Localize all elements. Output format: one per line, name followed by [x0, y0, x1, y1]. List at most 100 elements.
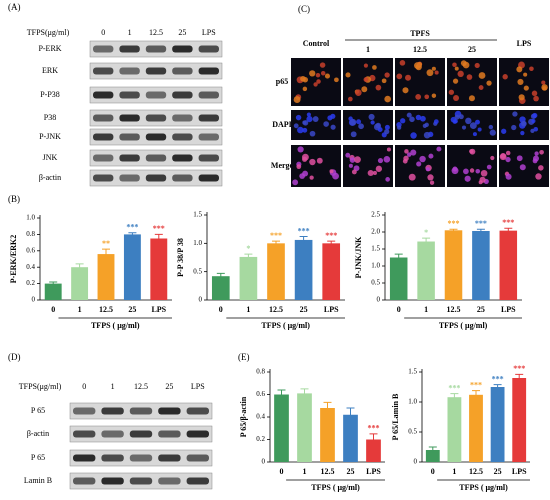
blot-band: [101, 407, 124, 415]
row-label: P-ERK: [38, 44, 61, 53]
lane-label: 12.5: [134, 382, 148, 391]
cell: [351, 169, 357, 175]
cell: [460, 60, 467, 67]
bar: [389, 257, 408, 300]
y-tick-label: 1.0: [408, 398, 417, 406]
lane-label: 12.5: [149, 28, 163, 37]
cell: [358, 123, 364, 130]
y-tick-label: 0: [199, 296, 203, 304]
blot-band: [172, 174, 193, 182]
cell: [297, 146, 304, 153]
error-bar: [504, 227, 513, 234]
x-tick-label: 0: [280, 467, 284, 476]
cell: [377, 127, 383, 132]
row-label: β-actin: [27, 429, 49, 438]
cell: [477, 127, 482, 132]
blot-band: [145, 133, 167, 141]
cell: [397, 125, 402, 130]
x-tick-label: 12.5: [447, 305, 461, 314]
cell: [448, 89, 455, 95]
cell: [399, 60, 406, 66]
bar: [239, 256, 258, 300]
cell: [431, 93, 437, 98]
error-bar: [154, 233, 163, 243]
blot-band: [129, 454, 153, 462]
cell: [375, 122, 382, 129]
x-axis-label: TFPS ( μg/ml): [439, 321, 488, 330]
y-tick-label: 1.0: [193, 239, 202, 247]
y-axis-label: P-JNK/JNK: [354, 236, 363, 279]
cell: [415, 114, 422, 121]
cell: [452, 62, 457, 68]
cell: [402, 87, 409, 94]
cell: [486, 80, 492, 86]
blot-band: [119, 174, 140, 182]
error-bar: [102, 248, 110, 259]
blot-band: [101, 477, 124, 485]
blot-band: [172, 154, 193, 162]
bar: [366, 439, 381, 462]
cell: [302, 170, 309, 177]
blot-band: [198, 45, 219, 53]
y-tick-label: 0.5: [408, 428, 417, 436]
blot-band: [186, 454, 209, 462]
row-label: P 65: [31, 406, 45, 415]
x-tick-label: 25: [347, 467, 355, 476]
cell: [368, 113, 375, 120]
cell: [312, 116, 319, 123]
blot-band: [101, 430, 124, 438]
cell: [429, 180, 435, 185]
blot-band: [145, 114, 167, 122]
blot-band: [73, 407, 96, 415]
cell: [453, 94, 460, 101]
cell: [478, 72, 486, 79]
cell: [309, 130, 316, 137]
y-tick-label: 2.5: [371, 211, 380, 219]
y-tick-label: 0.2: [256, 435, 265, 443]
cell: [406, 112, 412, 118]
cell: [345, 152, 351, 158]
significance: ***: [153, 224, 165, 233]
blot-band: [93, 133, 114, 141]
cell: [385, 177, 391, 182]
bar: [150, 238, 168, 300]
blot-band: [186, 430, 209, 438]
blot-band: [119, 45, 140, 53]
bar: [490, 387, 505, 462]
cell: [296, 164, 302, 170]
error-bar: [75, 263, 84, 271]
cell: [363, 63, 368, 68]
panel-label: (D): [8, 352, 21, 362]
x-axis-label: TFPS ( μg/ml): [261, 321, 310, 330]
cell: [475, 119, 480, 125]
bar: [97, 254, 115, 300]
cell: [349, 157, 356, 163]
cell: [461, 125, 467, 130]
blot-band: [129, 430, 153, 438]
significance: *: [246, 244, 250, 253]
cell: [520, 130, 525, 136]
cell: [361, 86, 368, 93]
cell: [367, 169, 374, 177]
x-tick-label: 12.5: [469, 467, 483, 476]
cell: [519, 164, 526, 171]
bar: [447, 397, 462, 462]
blot-header: TFPS(μg/ml): [27, 28, 70, 37]
cell: [302, 120, 307, 125]
x-tick-label: 0: [431, 467, 435, 476]
bar: [44, 283, 62, 300]
bar: [499, 230, 518, 300]
column-label: 12.5: [413, 45, 427, 54]
cell: [302, 86, 308, 92]
cell: [415, 94, 422, 100]
cell: [306, 112, 311, 117]
x-tick-label: 0: [51, 305, 55, 314]
cell: [316, 157, 323, 164]
y-tick-label: 1.0: [26, 214, 35, 222]
cell: [466, 74, 473, 80]
cell: [375, 165, 383, 172]
cell: [384, 129, 390, 135]
cell: [463, 168, 469, 175]
cell: [348, 163, 353, 168]
blot-band: [172, 114, 193, 122]
